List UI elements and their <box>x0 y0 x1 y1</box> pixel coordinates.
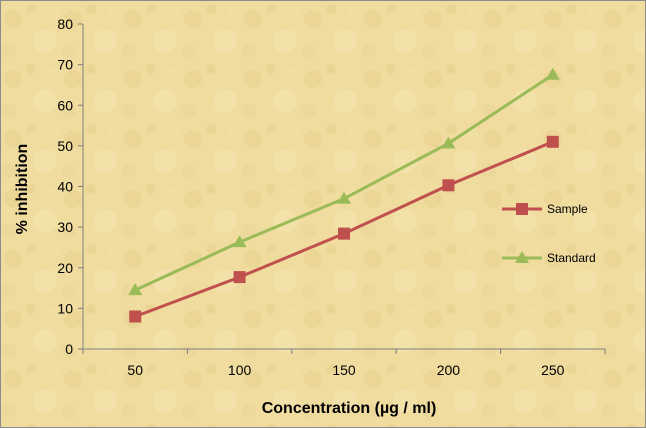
legend-item-sample: Sample <box>502 202 588 216</box>
y-tick-label: 30 <box>57 219 73 235</box>
tick-labels: 0 10 20 30 40 50 60 70 80 50 100 150 200 250 <box>57 16 564 378</box>
legend-item-standard: Standard <box>502 251 596 265</box>
y-tick-label: 10 <box>57 300 73 316</box>
y-axis-title: % inhibition <box>14 144 31 235</box>
x-tick-label: 200 <box>437 362 461 378</box>
data-point-standard <box>232 235 247 248</box>
legend: Sample Standard <box>502 202 596 265</box>
y-tick-label: 20 <box>57 260 73 276</box>
legend-label: Sample <box>547 202 588 216</box>
x-tick-label: 150 <box>332 362 356 378</box>
data-point-sample <box>233 271 246 284</box>
series-standard <box>128 67 560 296</box>
x-tick-label: 100 <box>228 362 252 378</box>
data-point-sample <box>546 135 559 148</box>
x-tick-label: 50 <box>127 362 143 378</box>
y-tick-label: 40 <box>57 179 73 195</box>
legend-swatch-marker <box>515 251 529 263</box>
axes <box>78 23 606 354</box>
x-axis-title: Concentration (µg / ml) <box>262 400 437 417</box>
data-point-sample <box>442 179 455 192</box>
data-point-standard <box>337 191 351 204</box>
y-tick-label: 60 <box>57 97 73 113</box>
series-sample <box>129 135 559 323</box>
data-point-standard <box>441 136 456 149</box>
legend-swatch-marker <box>516 203 528 215</box>
legend-label: Standard <box>547 251 596 265</box>
data-point-standard <box>545 67 560 80</box>
y-tick-label: 70 <box>57 57 73 73</box>
series <box>128 67 560 323</box>
y-tick-label: 80 <box>57 16 73 32</box>
x-tick-label: 250 <box>541 362 565 378</box>
y-tick-label: 0 <box>65 341 73 357</box>
y-tick-label: 50 <box>57 138 73 154</box>
data-point-sample <box>338 227 350 240</box>
data-point-sample <box>129 310 142 323</box>
data-point-standard <box>128 283 143 296</box>
